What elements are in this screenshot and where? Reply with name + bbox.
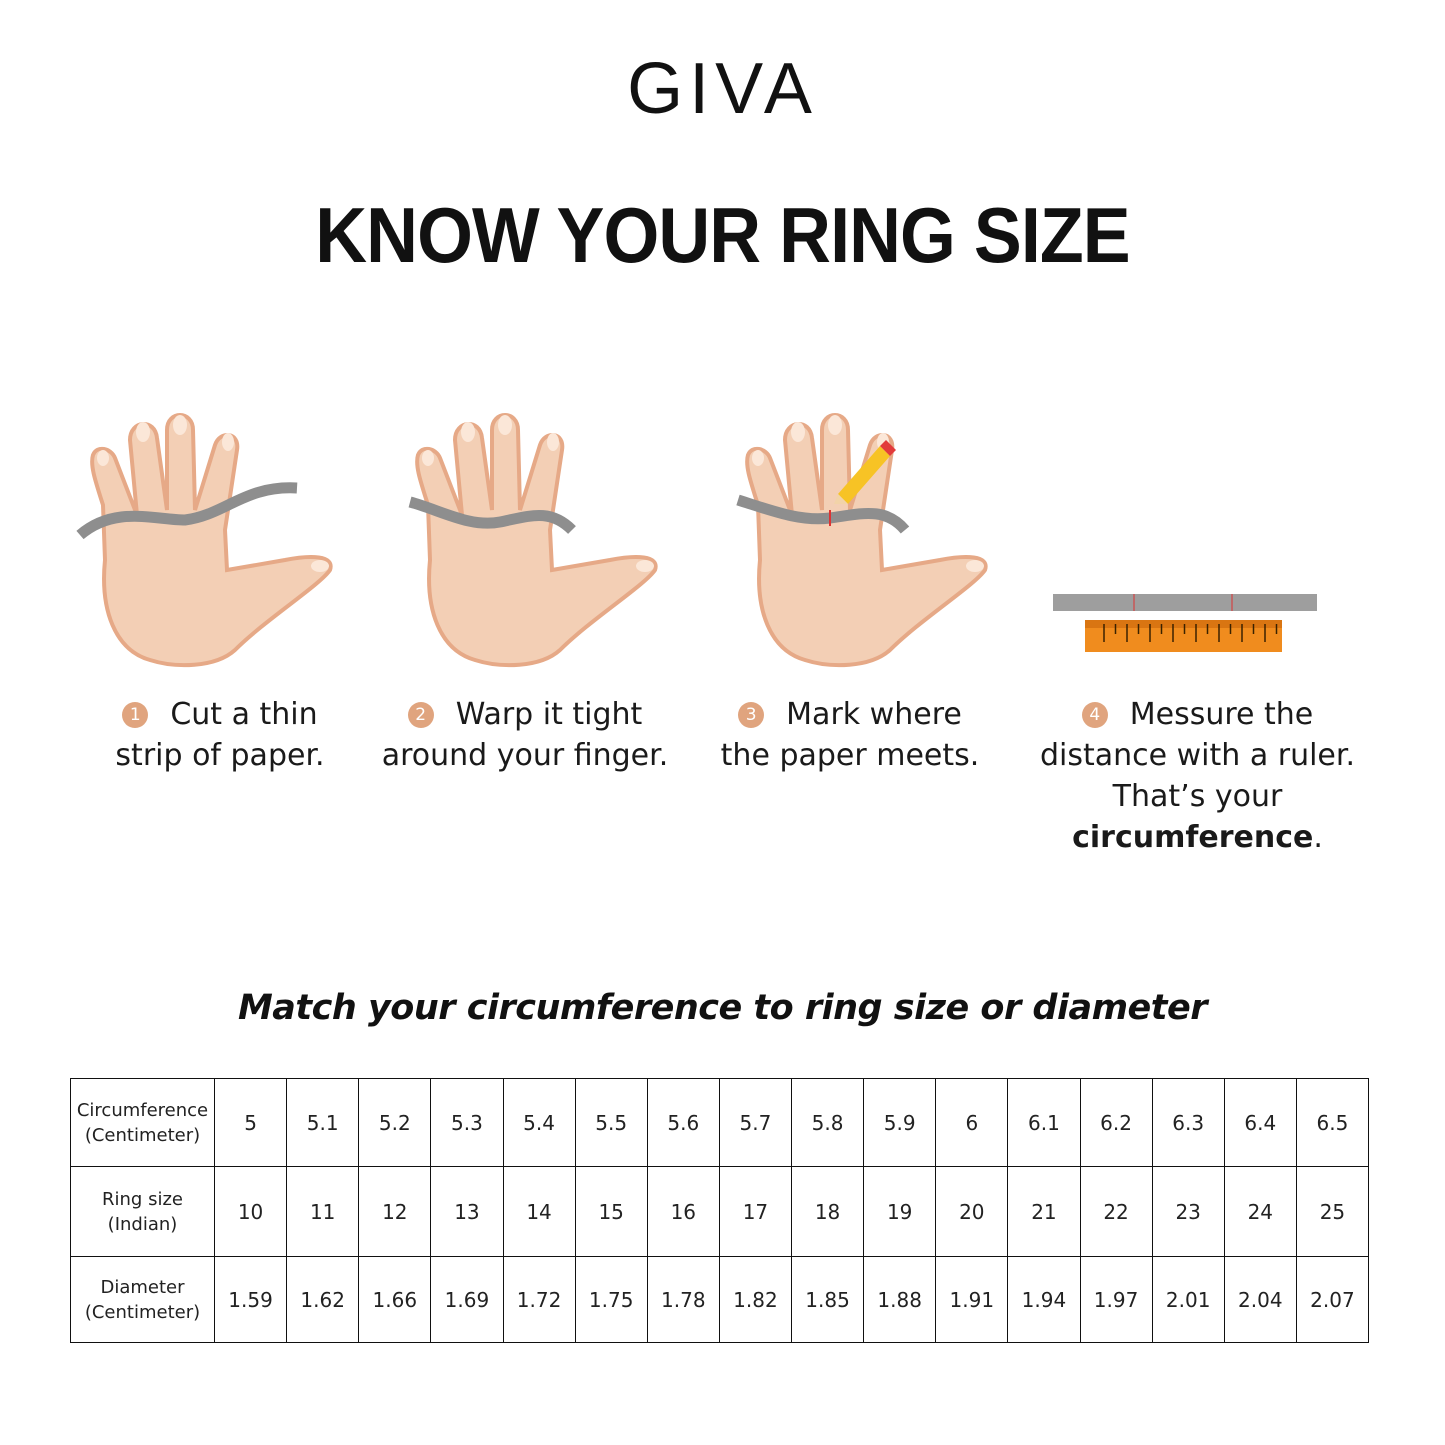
hand-illustration-2 (408, 410, 680, 670)
table-cell: 2.01 (1151, 1256, 1225, 1343)
table-cell: 11 (286, 1166, 360, 1257)
table-cell: 1.62 (286, 1256, 360, 1343)
table-cell: 22 (1079, 1166, 1153, 1257)
step-2: 2 Warp it tight around your finger. (360, 694, 690, 776)
table-cell: 16 (646, 1166, 720, 1257)
ring-size-table: Circumference (Centimeter) 5 5.1 5.2 5.3 5.4 5.… (70, 1078, 1370, 1343)
table-cell: 6.3 (1151, 1078, 1225, 1167)
table-cell: 18 (790, 1166, 865, 1257)
table-row: Ring size (Indian) 10 11 12 13 14 15 16 17 18 19 20 2… (70, 1166, 1370, 1257)
table-cell: 6 (935, 1078, 1009, 1167)
table-cell: 5.6 (646, 1078, 720, 1167)
table-cell: 20 (935, 1166, 1009, 1257)
step-text: strip of paper. (115, 738, 325, 773)
step-number-badge: 2 (407, 702, 434, 728)
table-cell: 6.1 (1007, 1078, 1081, 1167)
table-cell: 1.72 (502, 1256, 576, 1343)
step-text: Messure the (1129, 697, 1314, 732)
paper-strip (76, 482, 298, 540)
table-cell: 2.07 (1295, 1256, 1370, 1343)
step-text: Cut a thin (170, 697, 318, 732)
table-cell: 19 (863, 1166, 937, 1257)
table-cell: 12 (358, 1166, 432, 1257)
table-cell: 14 (502, 1166, 576, 1257)
table-cell: 1.91 (935, 1256, 1009, 1343)
table-cell: 5.3 (430, 1078, 504, 1167)
table-cell: 2.04 (1223, 1256, 1297, 1343)
table-cell: 10 (213, 1166, 288, 1257)
table-cell: 17 (718, 1166, 793, 1257)
step-number-badge: 1 (122, 702, 149, 728)
table-cell: 6.2 (1079, 1078, 1153, 1167)
table-cell: 1.94 (1007, 1256, 1081, 1343)
table-row: Circumference (Centimeter) 5 5.1 5.2 5.3 5.4 5.… (70, 1078, 1370, 1167)
table-cell: 1.59 (213, 1256, 288, 1343)
step-1: 1 Cut a thin strip of paper. (60, 694, 380, 776)
pencil-icon (834, 440, 896, 504)
page-title: KNOW YOUR RING SIZE (315, 191, 1130, 279)
hand-illustration-3 (736, 410, 1010, 670)
table-cell: 5.1 (286, 1078, 360, 1167)
ruler-icon (1085, 620, 1282, 652)
table-cell: 5.8 (790, 1078, 865, 1167)
table-cell: 25 (1295, 1166, 1370, 1257)
table-cell: 15 (574, 1166, 648, 1257)
hand-illustration-1 (76, 410, 355, 670)
paper-strip (408, 496, 576, 535)
table-cell: 1.66 (358, 1256, 432, 1343)
step-text: Mark where (786, 697, 962, 732)
table-cell: 6.4 (1223, 1078, 1297, 1167)
step-4: 4 Messure the distance with a ruler. That… (1000, 694, 1395, 858)
table-cell: 13 (430, 1166, 504, 1257)
step-number-badge: 3 (738, 702, 765, 728)
table-cell: 24 (1223, 1166, 1297, 1257)
table-cell: 21 (1007, 1166, 1081, 1257)
table-row: Diameter (Centimeter) 1.59 1.62 1.66 1.69 1.72… (70, 1256, 1370, 1343)
table-cell: 5.7 (718, 1078, 793, 1167)
table-cell: 1.75 (574, 1256, 648, 1343)
table-cell: 1.69 (430, 1256, 504, 1343)
table-cell: 1.82 (718, 1256, 793, 1343)
step-text: around your finger. (381, 738, 669, 773)
table-cell: 5.4 (502, 1078, 576, 1167)
table-cell: 1.88 (863, 1256, 937, 1343)
table-cell: 1.97 (1079, 1256, 1153, 1343)
row-header: Ring size (Indian) (70, 1166, 215, 1257)
ruler-illustration (1053, 594, 1317, 652)
row-header: Circumference (Centimeter) (70, 1078, 215, 1167)
step-text: Warp it tight (455, 697, 643, 732)
table-subtitle: Match your circumference to ring size or… (237, 988, 1208, 1028)
table-cell: 5 (213, 1078, 288, 1167)
step-text: distance with a ruler. (1039, 738, 1355, 773)
table-cell: 6.5 (1295, 1078, 1370, 1167)
paper-strip (1053, 594, 1317, 611)
row-header: Diameter (Centimeter) (70, 1256, 215, 1343)
step-number-badge: 4 (1081, 702, 1108, 728)
table-cell: 23 (1151, 1166, 1225, 1257)
brand-logo: GIVA (627, 49, 818, 129)
step-text: That’s your circumference. (1072, 779, 1323, 855)
table-cell: 5.5 (574, 1078, 648, 1167)
table-cell: 5.9 (863, 1078, 937, 1167)
table-cell: 1.78 (646, 1256, 720, 1343)
step-text: the paper meets. (720, 738, 980, 773)
table-cell: 5.2 (358, 1078, 432, 1167)
step-3: 3 Mark where the paper meets. (690, 694, 1010, 776)
table-cell: 1.85 (790, 1256, 865, 1343)
